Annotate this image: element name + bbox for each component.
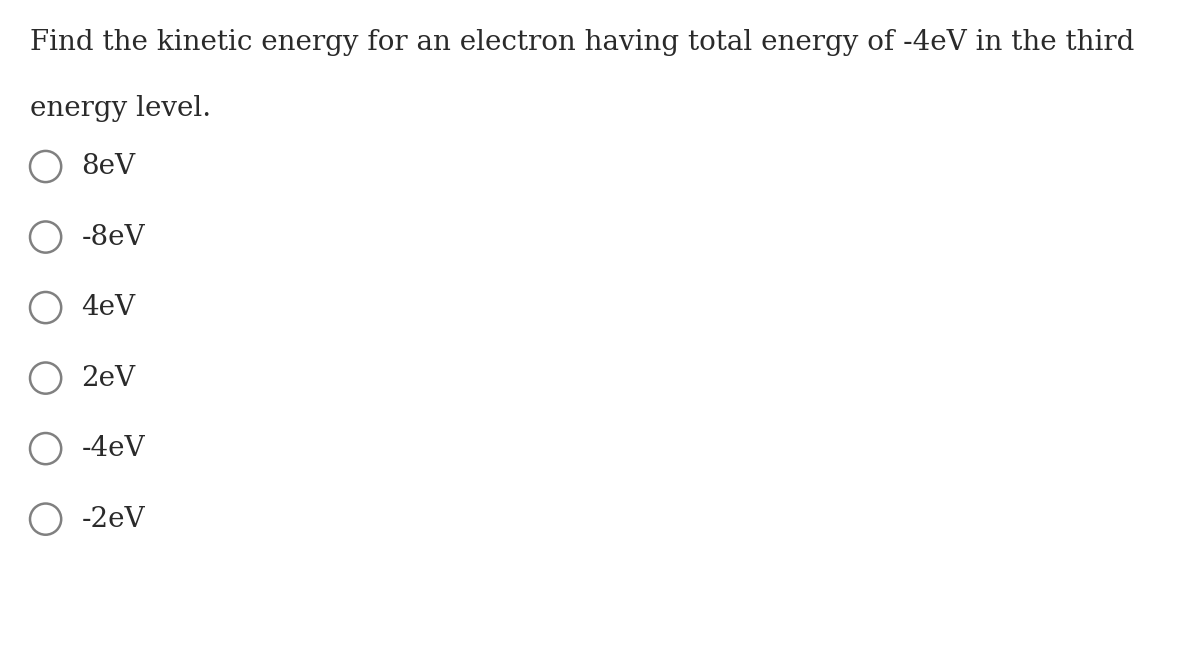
Text: energy level.: energy level.	[30, 95, 211, 121]
Text: -2eV: -2eV	[82, 505, 145, 533]
Text: 8eV: 8eV	[82, 153, 136, 180]
Text: 4eV: 4eV	[82, 294, 136, 321]
Text: 2eV: 2eV	[82, 364, 136, 392]
Text: Find the kinetic energy for an electron having total energy of -4eV in the third: Find the kinetic energy for an electron …	[30, 29, 1134, 56]
Text: -8eV: -8eV	[82, 223, 145, 251]
Text: -4eV: -4eV	[82, 435, 145, 462]
